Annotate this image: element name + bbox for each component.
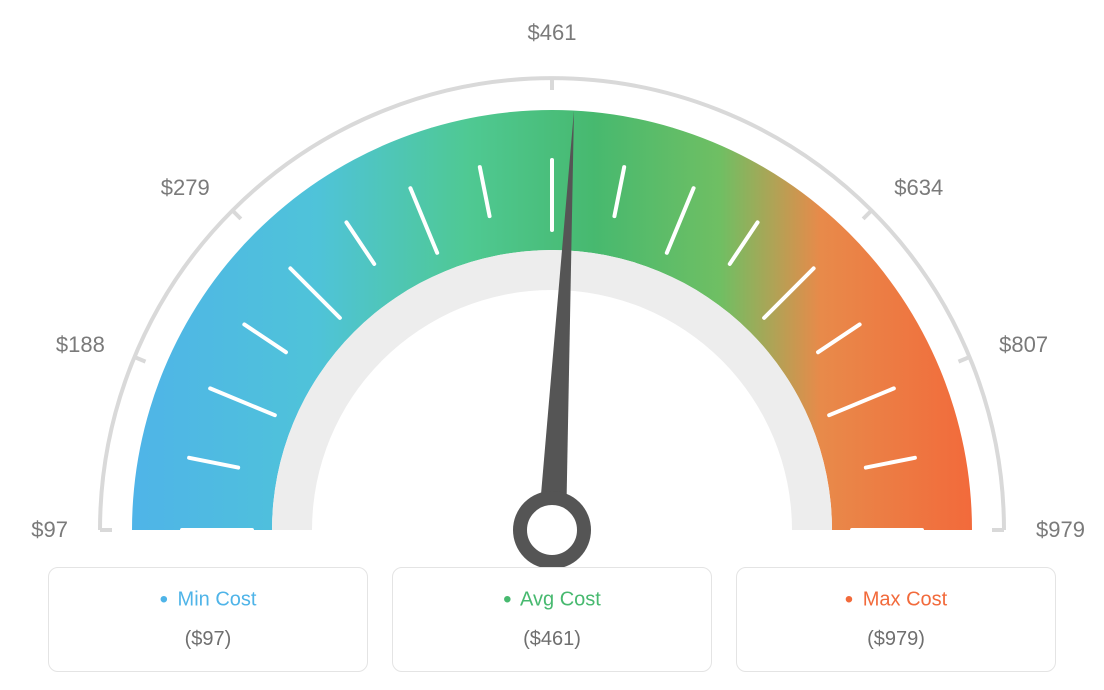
gauge-hub bbox=[520, 498, 584, 562]
gauge-tick-label: $807 bbox=[999, 332, 1048, 358]
legend-row: • Min Cost ($97) • Avg Cost ($461) • Max Cos… bbox=[48, 567, 1056, 672]
legend-dot-icon: • bbox=[845, 586, 853, 613]
legend-dot-icon: • bbox=[503, 586, 511, 613]
gauge-svg bbox=[0, 20, 1104, 580]
scale-tick bbox=[232, 210, 240, 218]
legend-value: ($461) bbox=[393, 628, 711, 651]
cost-gauge-chart: $97 $188 $279 $461 $634 $807 $979 bbox=[0, 0, 1104, 560]
legend-card: • Max Cost ($979) bbox=[736, 567, 1056, 672]
legend-card: • Avg Cost ($461) bbox=[392, 567, 712, 672]
gauge-tick-label: $97 bbox=[31, 517, 68, 543]
legend-title: • Min Cost bbox=[49, 586, 367, 614]
gauge-tick-label: $634 bbox=[894, 175, 943, 201]
legend-value: ($97) bbox=[49, 628, 367, 651]
gauge-tick-label: $461 bbox=[528, 20, 577, 46]
legend-label-text: Avg Cost bbox=[520, 588, 601, 610]
legend-dot-icon: • bbox=[160, 586, 168, 613]
gauge-tick-label: $279 bbox=[161, 175, 210, 201]
gauge-tick-label: $979 bbox=[1036, 517, 1085, 543]
gauge-tick-label: $188 bbox=[56, 332, 105, 358]
legend-value: ($979) bbox=[737, 628, 1055, 651]
legend-title: • Max Cost bbox=[737, 586, 1055, 614]
scale-tick bbox=[863, 210, 871, 218]
legend-card: • Min Cost ($97) bbox=[48, 567, 368, 672]
legend-title: • Avg Cost bbox=[393, 586, 711, 614]
legend-label-text: Min Cost bbox=[178, 588, 257, 610]
scale-tick bbox=[959, 357, 970, 362]
scale-tick bbox=[134, 357, 145, 362]
legend-label-text: Max Cost bbox=[863, 588, 947, 610]
